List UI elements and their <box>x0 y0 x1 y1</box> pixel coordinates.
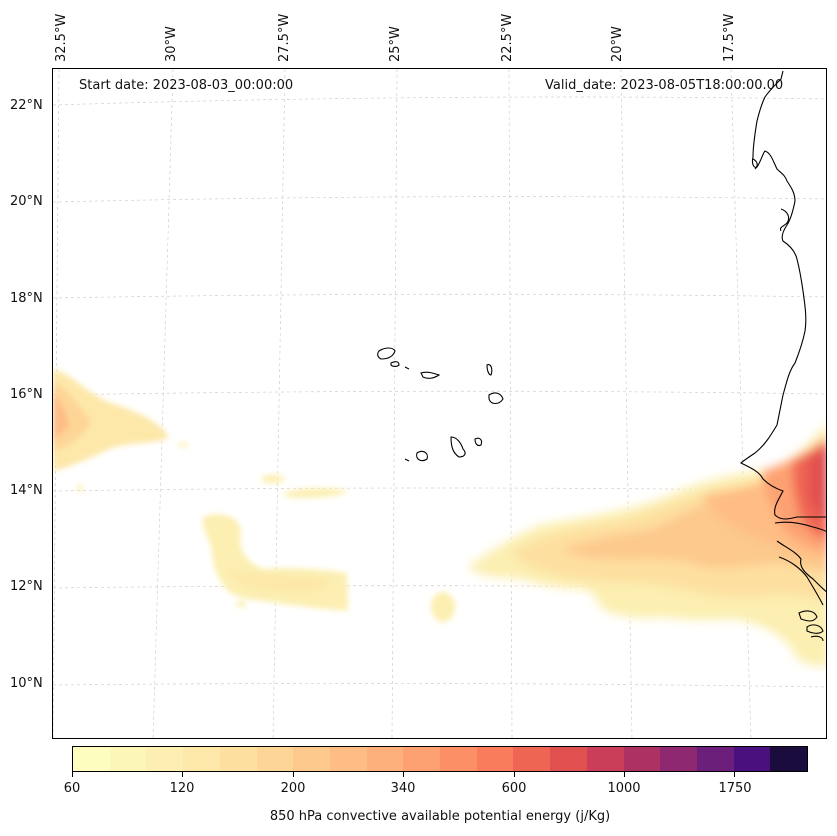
cape-verde-boa-vista <box>488 392 504 405</box>
parallel-10n <box>53 683 826 688</box>
colorbar-tick-label-60: 60 <box>63 781 81 796</box>
coastlines <box>377 70 826 642</box>
meridian-20w <box>620 69 633 738</box>
colorbar-swatch-18 <box>733 747 771 771</box>
map-panel[interactable] <box>52 68 827 739</box>
colorbar-swatch-15 <box>623 747 661 771</box>
colorbar-tick-label-120: 120 <box>169 781 195 796</box>
start-date-label: Start date: 2023-08-03_00:00:00 <box>79 78 294 93</box>
parallel-14n <box>53 487 826 492</box>
parallel-22n <box>53 96 826 106</box>
latitude-label-14n: 14°N <box>10 483 43 498</box>
meridian-17-5w <box>730 69 752 738</box>
colorbar-tick-6 <box>734 772 736 777</box>
colorbar-swatch-14 <box>586 747 624 771</box>
longitude-label-25w: 25°W <box>388 26 403 62</box>
colorbar-tick-3 <box>403 772 405 777</box>
cape-verde-fogo <box>416 450 428 462</box>
colorbar-swatch-0 <box>73 747 110 771</box>
bijagos-islands <box>798 610 824 642</box>
longitude-label-20w: 20°W <box>610 26 625 62</box>
latitude-label-20n: 20°N <box>10 194 43 209</box>
colorbar-swatch-8 <box>366 747 404 771</box>
colorbar-swatch-12 <box>513 747 551 771</box>
colorbar-swatch-16 <box>660 747 697 771</box>
colorbar-swatch-19 <box>770 747 808 771</box>
guinea-bissau-coast <box>776 540 826 593</box>
longitude-label-27-5w: 27.5°W <box>277 13 292 62</box>
cape-verde-sao-nicolau <box>420 371 441 379</box>
latitude-label-22n: 22°N <box>10 98 43 113</box>
cape-verde-brava <box>404 458 410 462</box>
latitude-label-16n: 16°N <box>10 387 43 402</box>
colorbar-swatch-2 <box>146 747 184 771</box>
meridian-32-5w <box>53 69 60 738</box>
guinea-coast <box>778 556 824 606</box>
colorbar-swatch-4 <box>219 747 257 771</box>
colorbar-swatch-5 <box>256 747 294 771</box>
colorbar-swatch-7 <box>329 747 367 771</box>
meridian-27-5w <box>272 69 286 738</box>
longitude-label-32-5w: 32.5°W <box>54 13 69 62</box>
cape-region-west <box>53 369 169 471</box>
colorbar-swatch-11 <box>476 747 514 771</box>
parallel-18n <box>53 293 826 299</box>
colorbar-swatch-17 <box>696 747 734 771</box>
meridian-30w <box>152 69 174 738</box>
colorbar-tick-1 <box>182 772 184 777</box>
colorbar-title: 850 hPa convective available potential e… <box>269 809 611 824</box>
colorbar-tick-label-200: 200 <box>280 781 306 796</box>
gridlines <box>53 69 826 738</box>
colorbar-tick-2 <box>292 772 294 777</box>
parallel-16n <box>53 390 826 396</box>
cape-field <box>53 369 826 667</box>
parallel-12n <box>53 585 826 590</box>
cape-verde-santa-luzia <box>404 366 410 370</box>
colorbar-tick-label-1750: 1750 <box>718 781 752 796</box>
cape-verde-sao-vicente <box>390 361 400 368</box>
cape-verde-santiago <box>450 436 466 458</box>
colorbar-swatch-13 <box>550 747 587 771</box>
cape-verde-santo-antao <box>377 347 396 360</box>
longitude-label-30w: 30°W <box>164 26 179 62</box>
colorbar-tick-0 <box>72 772 73 777</box>
gambia-river <box>774 521 826 532</box>
latitude-label-12n: 12°N <box>10 579 43 594</box>
colorbar-swatch-10 <box>440 747 477 771</box>
colorbar-tick-4 <box>513 772 515 777</box>
colorbar-swatch-6 <box>293 747 330 771</box>
colorbar-tick-label-340: 340 <box>390 781 416 796</box>
colorbar <box>72 746 808 772</box>
longitude-label-17-5w: 17.5°W <box>722 13 737 62</box>
colorbar-swatch-3 <box>183 747 220 771</box>
valid-date-label: Valid_date: 2023-08-05T18:00:00.00 <box>545 78 784 93</box>
latitude-label-18n: 18°N <box>10 291 43 306</box>
latitude-label-10n: 10°N <box>10 676 43 691</box>
canary-islands <box>752 158 790 232</box>
cape-verde-maio <box>474 437 483 447</box>
colorbar-swatch-1 <box>109 747 147 771</box>
map-canvas <box>53 69 826 738</box>
colorbar-tick-label-600: 600 <box>501 781 527 796</box>
meridian-22-5w <box>508 69 513 738</box>
colorbar-tick-label-1000: 1000 <box>607 781 641 796</box>
longitude-label-22-5w: 22.5°W <box>500 13 515 62</box>
colorbar-swatch-9 <box>403 747 441 771</box>
colorbar-tick-5 <box>624 772 625 777</box>
parallel-20n <box>53 196 826 203</box>
meridian-25w <box>391 69 398 738</box>
cape-verde-sal <box>486 364 493 376</box>
cape-region-central <box>202 514 348 611</box>
